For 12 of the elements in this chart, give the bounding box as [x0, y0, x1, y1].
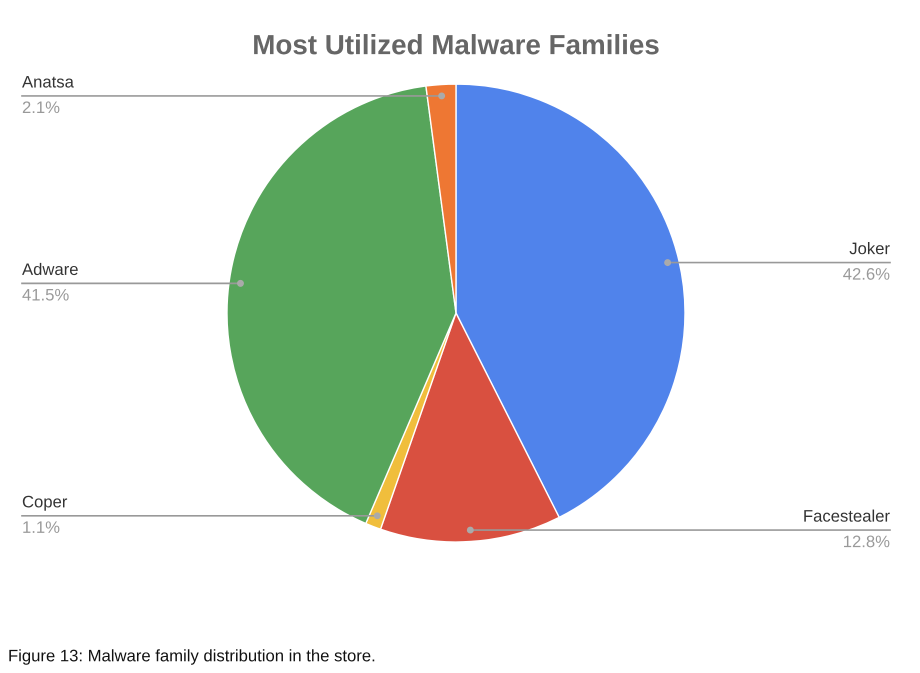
slice-label: Anatsa	[22, 76, 74, 88]
data-label: 42.6%	[843, 268, 890, 280]
data-label: 41.5%	[22, 288, 69, 301]
chart-title: Most Utilized Malware Families	[254, 34, 659, 54]
slice-label: Adware	[22, 262, 78, 276]
caption: Figure 13: Malware family distribution in the store.	[9, 649, 374, 665]
slice-label: Facestealer	[804, 510, 890, 522]
slice-label: Joker	[850, 242, 890, 254]
data-label: 1.1%	[23, 521, 60, 533]
data-label: 12.8%	[844, 536, 890, 548]
slice-label: Coper	[22, 496, 68, 511]
data-label: 2.1%	[22, 101, 60, 114]
